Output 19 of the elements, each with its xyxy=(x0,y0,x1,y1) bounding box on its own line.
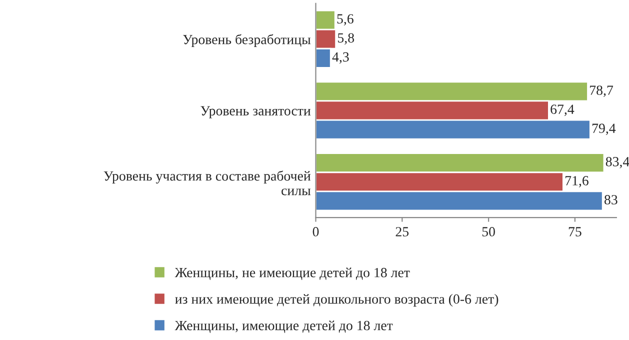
y-tick-label: Уровень участия в составе рабочей силы xyxy=(104,170,311,196)
data-label: 5,6 xyxy=(337,14,354,26)
legend-label: Женщины, имеющие детей до 18 лет xyxy=(174,320,393,333)
y-tick-label: Уровень занятости xyxy=(200,106,311,118)
data-label: 83 xyxy=(604,195,618,204)
legend-label: Женщины, не имеющие детей до 18 лет xyxy=(174,268,410,280)
y-tick-label: Уровень безработицы xyxy=(183,34,311,48)
x-tick-label: 50 xyxy=(482,227,495,236)
data-label: 83,4 xyxy=(606,156,629,168)
x-tick-label: 0 xyxy=(312,227,319,236)
data-label: 71,6 xyxy=(566,176,588,188)
legend-label: из них имеющие детей дошкольного возраста (0-6 лет) xyxy=(175,294,498,307)
data-label: 5,8 xyxy=(338,33,354,45)
data-label: 4,3 xyxy=(332,52,349,64)
x-tick-label: 75 xyxy=(568,227,582,236)
data-label: 79,4 xyxy=(592,124,616,136)
data-label: 78,7 xyxy=(590,86,614,97)
data-label: 67,4 xyxy=(550,104,574,116)
x-tick-label: 25 xyxy=(396,227,409,236)
